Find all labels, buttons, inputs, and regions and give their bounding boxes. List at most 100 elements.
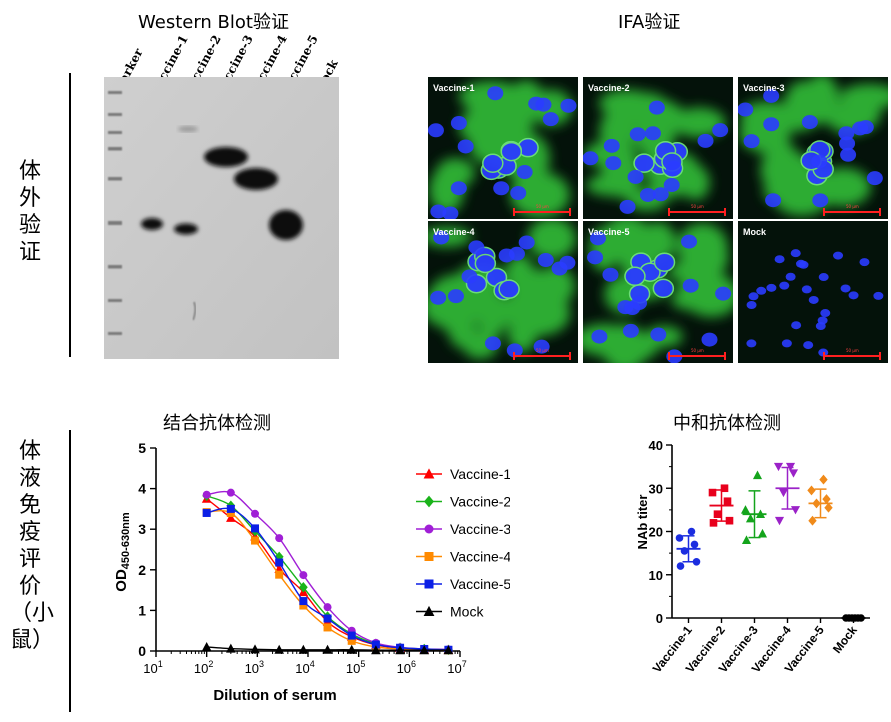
- y-tick-label: 4: [138, 481, 146, 497]
- binding-antibody-chart: 0 1 2 3 4 5 101 102 103 104 105 106 107 Vaccine-1 Vac…: [113, 440, 510, 704]
- y-tick-label: 30: [649, 481, 663, 496]
- western-blot-image: [104, 77, 339, 359]
- data-point: [713, 510, 722, 518]
- data-point: [808, 515, 817, 526]
- data-point: [812, 498, 821, 509]
- data-point: [692, 557, 701, 566]
- data-point: [774, 516, 785, 526]
- data-point: [251, 536, 260, 545]
- data-point: [785, 462, 796, 472]
- legend-entry-1: Vaccine-2: [450, 494, 510, 510]
- data-point: [275, 534, 284, 543]
- data-point: [752, 470, 763, 480]
- x-tick-label: 107: [447, 659, 466, 676]
- x-tick-label: 105: [346, 659, 365, 676]
- data-point: [201, 641, 212, 651]
- group-5: [841, 614, 866, 622]
- data-point: [371, 640, 380, 649]
- scale-bar-text: 50 μm: [536, 204, 549, 209]
- ifa-micrograph: [738, 77, 888, 217]
- group-4: [807, 474, 833, 526]
- scale-bar: [668, 208, 726, 216]
- scale-bar: [513, 352, 571, 360]
- data-point: [346, 644, 357, 654]
- scale-bar: [823, 352, 881, 360]
- data-point: [822, 494, 831, 505]
- x-tick-label: 106: [397, 659, 416, 676]
- legend-marker: [423, 468, 435, 479]
- data-point: [790, 506, 801, 515]
- legend-entry-5: Mock: [450, 604, 484, 620]
- data-point: [709, 519, 718, 527]
- ifa-micrograph: [583, 221, 733, 363]
- group-1: [708, 484, 734, 527]
- data-point: [824, 502, 833, 513]
- section-divider-bottom: [69, 430, 71, 712]
- data-point: [687, 527, 696, 536]
- data-point: [275, 558, 284, 567]
- data-point: [251, 509, 260, 518]
- legend-marker: [424, 495, 434, 508]
- data-point: [323, 603, 332, 612]
- y-tick-label: 0: [138, 643, 146, 659]
- data-point: [275, 570, 284, 579]
- data-point: [741, 535, 752, 544]
- ifa-title: IFA验证: [618, 12, 681, 33]
- data-point: [299, 571, 308, 580]
- ifa-tile-label: Vaccine-4: [433, 227, 475, 237]
- group-3: [773, 462, 801, 526]
- ifa-micrograph: [428, 79, 577, 219]
- scale-bar: [823, 208, 881, 216]
- y-tick-label: 1: [138, 602, 146, 618]
- data-point: [819, 474, 828, 485]
- data-point: [857, 614, 865, 622]
- legend-marker: [424, 552, 434, 561]
- nab-chart-ylabel: NAb titer: [635, 495, 650, 550]
- data-point: [708, 488, 717, 497]
- data-point: [443, 645, 454, 655]
- data-point: [757, 528, 768, 538]
- data-point: [251, 524, 260, 533]
- y-tick-label: 20: [649, 525, 663, 540]
- nab-chart-title: 中和抗体检测: [673, 413, 781, 434]
- data-point: [347, 631, 356, 640]
- data-point: [807, 485, 816, 496]
- data-point: [226, 512, 236, 522]
- ifa-tile-label: Vaccine-3: [743, 83, 785, 93]
- humoral-immunity-label: 体液免疫评价（小鼠）: [10, 439, 55, 653]
- data-point: [299, 601, 308, 610]
- x-tick-label: 101: [143, 659, 162, 676]
- y-tick-label: 0: [656, 611, 663, 626]
- y-tick-label: 10: [649, 568, 663, 583]
- data-point: [274, 644, 284, 654]
- ifa-tile-5: Mock 50 μm: [738, 221, 888, 363]
- data-point: [676, 562, 685, 570]
- data-point: [226, 643, 236, 653]
- ifa-tile-0: Vaccine-1 50 μm: [428, 77, 578, 219]
- data-point: [202, 508, 211, 517]
- data-point: [740, 505, 751, 514]
- western-blot-membrane: [104, 77, 339, 359]
- y-tick-label: 3: [138, 521, 146, 537]
- binding-chart-title: 结合抗体检测: [163, 413, 271, 434]
- data-point: [202, 490, 211, 499]
- data-point: [298, 644, 309, 654]
- data-point: [323, 623, 332, 632]
- data-point: [371, 645, 381, 655]
- ifa-tile-label: Vaccine-5: [588, 227, 630, 237]
- data-point: [773, 462, 784, 472]
- legend-marker: [424, 524, 434, 534]
- y-tick-label: 40: [649, 438, 663, 453]
- ifa-tile-label: Vaccine-1: [433, 83, 475, 93]
- legend-marker: [424, 579, 434, 589]
- protein-bands: [141, 147, 303, 240]
- legend-marker: [423, 605, 435, 616]
- legend-entry-3: Vaccine-4: [450, 549, 510, 565]
- in-vitro-label: 体外验证: [18, 159, 41, 265]
- scale-bar-text: 50 μm: [846, 348, 859, 353]
- ifa-micrograph: [746, 249, 884, 357]
- scale-bar: [668, 352, 726, 360]
- x-tick-label: 103: [245, 659, 264, 676]
- legend-entry-0: Vaccine-1: [450, 466, 510, 482]
- ifa-tile-2: Vaccine-3 50 μm: [738, 77, 888, 219]
